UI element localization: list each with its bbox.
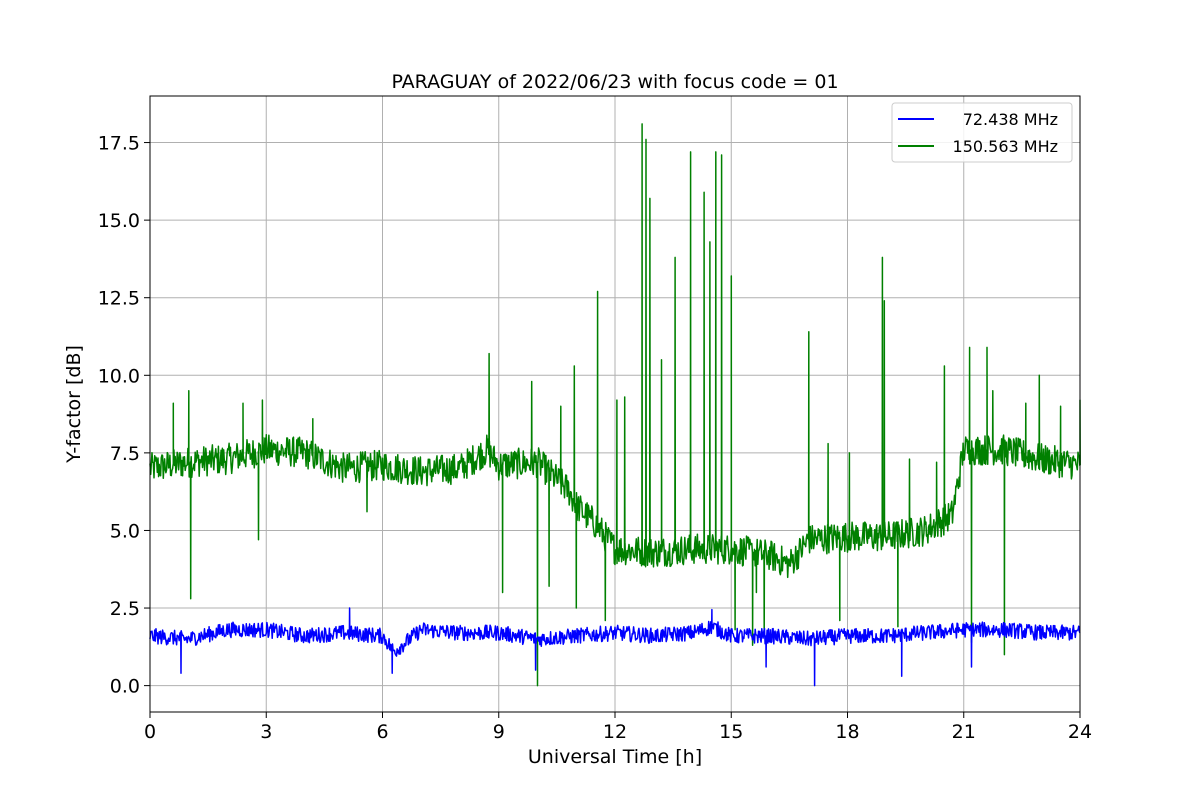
legend-label-1: 150.563 MHz: [953, 137, 1058, 156]
x-axis: 0 3 6 9 12 15 18 21 24: [144, 712, 1092, 743]
y-tick-label: 0.0: [110, 676, 140, 698]
y-axis: 0.0 2.5 5.0 7.5 10.0 12.5 15.0 17.5: [98, 133, 150, 698]
x-axis-label: Universal Time [h]: [528, 746, 702, 768]
x-tick-label: 3: [260, 721, 272, 743]
y-tick-label: 10.0: [98, 365, 140, 387]
legend: 72.438 MHz 150.563 MHz: [891, 102, 1073, 163]
y-tick-label: 15.0: [98, 210, 140, 232]
legend-box: [891, 102, 1073, 163]
x-tick-label: 24: [1068, 721, 1092, 743]
y-tick-label: 17.5: [98, 133, 140, 155]
y-tick-label: 7.5: [110, 443, 140, 465]
y-axis-label: Y-factor [dB]: [63, 345, 85, 464]
x-tick-label: 6: [376, 721, 388, 743]
y-tick-label: 5.0: [110, 520, 140, 542]
series-line-0: [149, 607, 1081, 687]
x-tick-label: 15: [719, 721, 743, 743]
legend-label-0: 72.438 MHz: [963, 110, 1058, 129]
x-tick-label: 12: [603, 721, 627, 743]
x-tick-label: 18: [835, 721, 859, 743]
x-tick-label: 9: [493, 721, 505, 743]
series-line-1: [149, 123, 1081, 687]
x-tick-label: 21: [952, 721, 976, 743]
y-tick-label: 12.5: [98, 288, 140, 310]
plot-area: [149, 123, 1081, 687]
chart-title: PARAGUAY of 2022/06/23 with focus code =…: [391, 71, 838, 93]
y-tick-label: 2.5: [110, 598, 140, 620]
x-tick-label: 0: [144, 721, 156, 743]
grid-lines: [149, 96, 1081, 712]
